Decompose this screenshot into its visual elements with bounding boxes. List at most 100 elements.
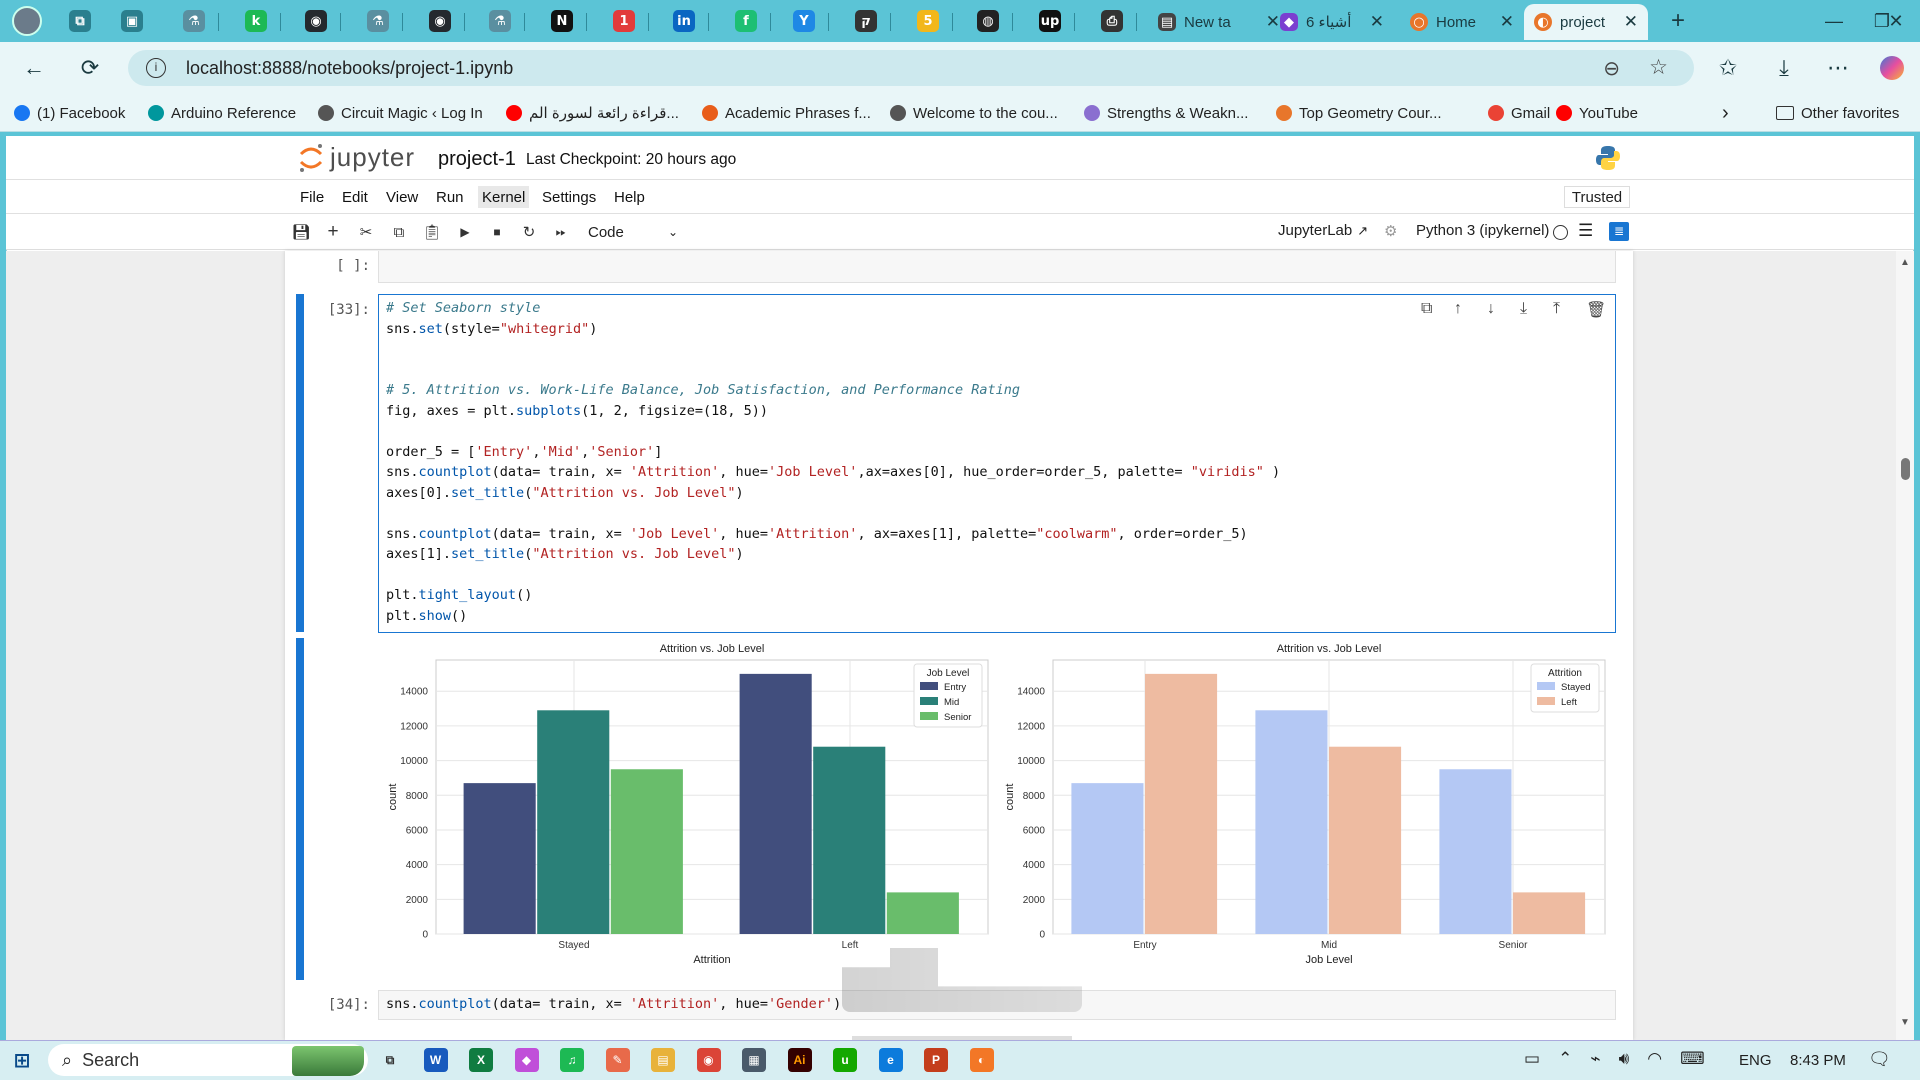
favorite-star-icon[interactable]: ☆ [1649, 56, 1668, 79]
tray-icons[interactable]: ▭ ⌃ ⌁ 🔊︎ ◠ ⌨ [1524, 1049, 1705, 1069]
move-down-arrow-icon[interactable]: ↓ [1487, 300, 1495, 317]
pinned-tab-github[interactable]: ◉ [420, 8, 460, 34]
bookmark-item[interactable]: Circuit Magic ‹ Log In [318, 102, 483, 124]
menu-help[interactable]: Help [614, 188, 645, 206]
url-field[interactable]: i localhost:8888/notebooks/project-1.ipy… [128, 50, 1694, 86]
window-close-icon[interactable]: ✕ [1888, 10, 1904, 31]
bookmarks-more-chevron-icon[interactable]: › [1722, 101, 1729, 124]
pinned-tab-tab-a[interactable]: ⚗ [174, 8, 214, 34]
spotify-icon[interactable]: ♫ [560, 1048, 584, 1072]
insert-above-icon[interactable]: ⤒ [1553, 300, 1561, 317]
menu-run[interactable]: Run [436, 188, 464, 206]
excel-icon[interactable]: X [469, 1048, 493, 1072]
pinned-tab-notion[interactable]: N [542, 8, 582, 34]
wifi-icon[interactable]: ◠ [1647, 1049, 1663, 1068]
code-text[interactable]: sns.countplot(data= train, x= 'Attrition… [386, 996, 842, 1012]
insert-below-icon[interactable]: ⤓ [1520, 300, 1528, 317]
tab-home[interactable]: ○ Home ✕ [1400, 4, 1524, 40]
site-info-icon[interactable]: i [146, 58, 166, 78]
network-icon[interactable]: ⌁ [1590, 1049, 1601, 1068]
menu-view[interactable]: View [386, 188, 419, 206]
reload-icon[interactable]: ⟳ [80, 55, 100, 80]
upwork-app-icon[interactable]: u [833, 1048, 857, 1072]
jupyter-logo-icon[interactable] [298, 142, 324, 174]
notifications-icon[interactable]: 🗨︎ [1868, 1049, 1891, 1069]
task-view-icon[interactable]: ⧉ [385, 1052, 395, 1067]
copy-icon[interactable]: ⧉ [393, 223, 405, 241]
code-text[interactable]: # Set Seaborn style sns.set(style="white… [386, 300, 1281, 624]
pinned-tab-tab-k[interactable]: ⎙ [1092, 8, 1132, 34]
url-text[interactable]: localhost:8888/notebooks/project-1.ipynb [186, 58, 514, 78]
trusted-indicator[interactable]: Trusted [1564, 186, 1630, 208]
list-menu-icon[interactable]: ☰ [1578, 221, 1594, 240]
paint-icon[interactable]: ✎ [605, 1048, 630, 1072]
pinned-tab-linkedin[interactable]: in [664, 8, 704, 34]
zoom-icon[interactable]: ⊖ [1603, 58, 1620, 80]
cell-type-select[interactable]: Code ⌄ [588, 221, 678, 243]
bookmark-item[interactable]: Top Geometry Cour... [1276, 102, 1442, 124]
language-indicator[interactable]: ENG [1739, 1052, 1772, 1069]
powerpoint-icon[interactable]: P [924, 1048, 948, 1072]
word-icon[interactable]: W [423, 1048, 448, 1072]
tab-arabic[interactable]: ◆ 6 أشياء ✕ [1270, 4, 1394, 40]
back-arrow-icon[interactable]: ← [23, 55, 45, 80]
pinned-tab-tab-f[interactable]: f [726, 8, 766, 34]
move-up-arrow-icon[interactable]: ↑ [1454, 300, 1462, 317]
pinned-tab-tab-j[interactable]: ◍ [968, 8, 1008, 34]
bookmark-item[interactable]: قراءة رائعة لسورة الم... [506, 102, 679, 124]
volume-icon[interactable]: 🔊︎ [1618, 1049, 1630, 1068]
other-favorites[interactable]: Other favorites [1776, 102, 1899, 124]
toc-panel-icon[interactable]: ≣ [1609, 222, 1629, 241]
bookmark-item[interactable]: Welcome to the cou... [890, 102, 1058, 124]
minimize-icon[interactable]: — [1825, 10, 1843, 31]
bookmark-item[interactable]: YouTube [1556, 102, 1638, 124]
favorites-icon[interactable]: ✩ [1718, 55, 1738, 80]
close-icon[interactable]: ✕ [1623, 12, 1638, 31]
edge-icon[interactable]: e [878, 1048, 903, 1072]
tab-project[interactable]: ◐ project ✕ [1524, 4, 1648, 40]
new-tab-plus-icon[interactable]: + [1670, 7, 1685, 34]
scroll-thumb[interactable] [1901, 458, 1910, 480]
run-all-icon[interactable]: ⏩︎ [555, 224, 567, 239]
code-cell-empty[interactable] [378, 251, 1616, 283]
copilot-app-icon[interactable]: ◆ [514, 1048, 539, 1072]
cut-icon[interactable]: ✂ [359, 224, 373, 241]
bookmark-item[interactable]: Gmail [1488, 102, 1550, 124]
bookmark-item[interactable]: Academic Phrases f... [702, 102, 871, 124]
calculator-icon[interactable]: ▦ [742, 1048, 766, 1072]
save-icon[interactable]: 💾︎ [291, 224, 311, 241]
pinned-tab-tab-i[interactable]: 5 [908, 8, 948, 34]
insert-cell-plus-icon[interactable]: + [327, 221, 339, 242]
close-icon[interactable]: ✕ [1265, 12, 1280, 31]
chevron-up-icon[interactable]: ⌃ [1558, 1049, 1573, 1068]
kernel-settings-gear-icon[interactable]: ⚙ [1384, 223, 1398, 240]
keyboard-icon[interactable]: ⌨ [1680, 1049, 1705, 1068]
files-icon[interactable]: ▤ [651, 1048, 675, 1072]
bookmark-item[interactable]: Arduino Reference [148, 102, 296, 124]
jupyter-logo-text[interactable]: jupyter [330, 142, 416, 172]
jupyterlab-link[interactable]: JupyterLab ↗ [1278, 222, 1368, 239]
more-menu-icon[interactable]: ⋯ [1827, 55, 1849, 80]
notebook-name[interactable]: project-1 [438, 148, 516, 170]
cell-selection-bar[interactable] [296, 294, 304, 632]
profile-avatar[interactable] [12, 6, 42, 36]
taskbar-view-icon[interactable]: ▭ [1524, 1049, 1541, 1068]
stop-icon[interactable]: ■ [493, 225, 501, 239]
menu-settings[interactable]: Settings [542, 188, 597, 206]
duplicate-cell-icon[interactable]: ⧉ [1421, 300, 1433, 317]
pinned-tab-tab-b[interactable]: k [236, 8, 276, 34]
paste-icon[interactable]: 📋︎ [422, 224, 442, 241]
scroll-down-icon[interactable]: ▼ [1900, 1017, 1910, 1028]
jupyter-app-icon[interactable]: ◐ [969, 1048, 994, 1072]
code-cell-next[interactable] [378, 990, 1616, 1020]
pinned-tab-tab-e[interactable]: 1 [604, 8, 644, 34]
delete-trash-icon[interactable]: 🗑︎ [1586, 302, 1607, 319]
illustrator-icon[interactable]: Ai [787, 1048, 812, 1072]
output-selection-bar[interactable] [296, 638, 304, 980]
restart-icon[interactable]: ↻ [522, 224, 536, 241]
pinned-tab-tab-h[interactable]: ק [846, 8, 886, 34]
pinned-tab-copilot[interactable]: ⧉ [60, 8, 100, 34]
close-icon[interactable]: ✕ [1369, 12, 1384, 31]
pinned-tab-github[interactable]: ◉ [296, 8, 336, 34]
menu-kernel[interactable]: Kernel [478, 186, 530, 208]
